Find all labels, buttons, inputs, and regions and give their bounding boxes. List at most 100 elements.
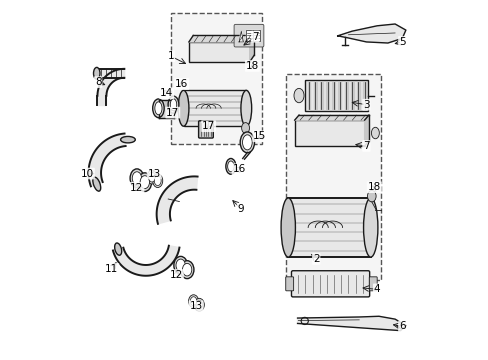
Polygon shape [172,100,175,118]
Polygon shape [338,82,341,109]
FancyBboxPatch shape [198,121,213,138]
Ellipse shape [155,102,162,115]
Ellipse shape [241,123,249,134]
Text: 16: 16 [175,79,188,89]
FancyBboxPatch shape [285,74,380,280]
Text: 15: 15 [253,131,266,141]
Polygon shape [165,100,168,118]
Ellipse shape [241,90,251,126]
Ellipse shape [114,243,122,255]
Text: 3: 3 [363,100,369,110]
FancyBboxPatch shape [171,13,262,144]
Text: 14: 14 [160,88,173,98]
Ellipse shape [154,176,161,185]
Text: 12: 12 [130,183,143,193]
Ellipse shape [152,174,163,188]
Text: 13: 13 [189,301,203,311]
Ellipse shape [121,136,135,143]
FancyBboxPatch shape [287,198,370,257]
Polygon shape [332,82,334,109]
Text: 12: 12 [169,270,183,280]
FancyBboxPatch shape [183,90,246,126]
Ellipse shape [152,99,164,118]
Text: 8: 8 [95,77,102,87]
FancyBboxPatch shape [368,277,376,291]
Polygon shape [97,69,124,96]
Ellipse shape [281,198,295,257]
Ellipse shape [130,169,143,188]
Polygon shape [313,82,316,109]
FancyBboxPatch shape [285,277,293,291]
Text: 7: 7 [251,32,258,41]
Ellipse shape [367,190,375,202]
Polygon shape [307,82,310,109]
Polygon shape [319,82,322,109]
FancyBboxPatch shape [294,120,364,146]
Text: 4: 4 [373,284,380,294]
Ellipse shape [170,99,176,111]
Polygon shape [97,69,124,78]
Polygon shape [325,82,328,109]
Polygon shape [169,100,171,118]
FancyBboxPatch shape [188,42,249,62]
Text: 1: 1 [167,51,174,61]
Ellipse shape [242,135,252,150]
Polygon shape [246,31,260,41]
Ellipse shape [371,127,379,139]
Polygon shape [350,82,353,109]
Ellipse shape [182,264,191,276]
Ellipse shape [138,173,151,192]
Polygon shape [337,24,405,43]
Ellipse shape [140,176,149,189]
Ellipse shape [176,259,185,272]
Ellipse shape [194,298,204,311]
Text: 7: 7 [363,141,369,151]
Text: 18: 18 [367,182,380,192]
Polygon shape [156,176,197,224]
Ellipse shape [196,300,202,309]
Polygon shape [297,316,405,330]
Ellipse shape [240,132,254,153]
Polygon shape [363,82,366,109]
Polygon shape [161,100,164,118]
Ellipse shape [93,67,100,79]
Polygon shape [188,36,254,42]
Text: 11: 11 [105,264,118,274]
FancyBboxPatch shape [234,24,264,47]
Ellipse shape [178,90,188,126]
Polygon shape [239,31,243,42]
Text: 10: 10 [81,168,94,179]
Text: 13: 13 [147,168,161,179]
Text: 18: 18 [245,61,259,71]
Polygon shape [113,246,179,276]
Polygon shape [158,100,160,118]
Polygon shape [97,96,106,105]
Polygon shape [356,82,359,109]
Polygon shape [364,115,368,146]
Ellipse shape [168,96,179,113]
Polygon shape [344,82,347,109]
Polygon shape [249,36,254,62]
Ellipse shape [190,297,196,306]
Polygon shape [88,134,125,186]
Text: 16: 16 [232,164,245,174]
Ellipse shape [147,170,157,184]
Text: 17: 17 [166,108,179,118]
Ellipse shape [132,172,142,185]
Ellipse shape [148,172,155,182]
Ellipse shape [293,88,304,103]
Ellipse shape [188,295,198,308]
Ellipse shape [174,256,187,274]
Ellipse shape [180,261,194,279]
Polygon shape [294,115,368,120]
Text: 5: 5 [398,37,405,47]
Text: 17: 17 [202,121,215,131]
Text: 9: 9 [237,204,244,214]
Ellipse shape [363,198,377,257]
Text: 6: 6 [398,321,405,331]
Ellipse shape [225,158,235,174]
FancyBboxPatch shape [291,271,369,297]
Text: !: ! [240,37,242,41]
FancyBboxPatch shape [305,80,367,111]
Text: 2: 2 [312,254,319,264]
